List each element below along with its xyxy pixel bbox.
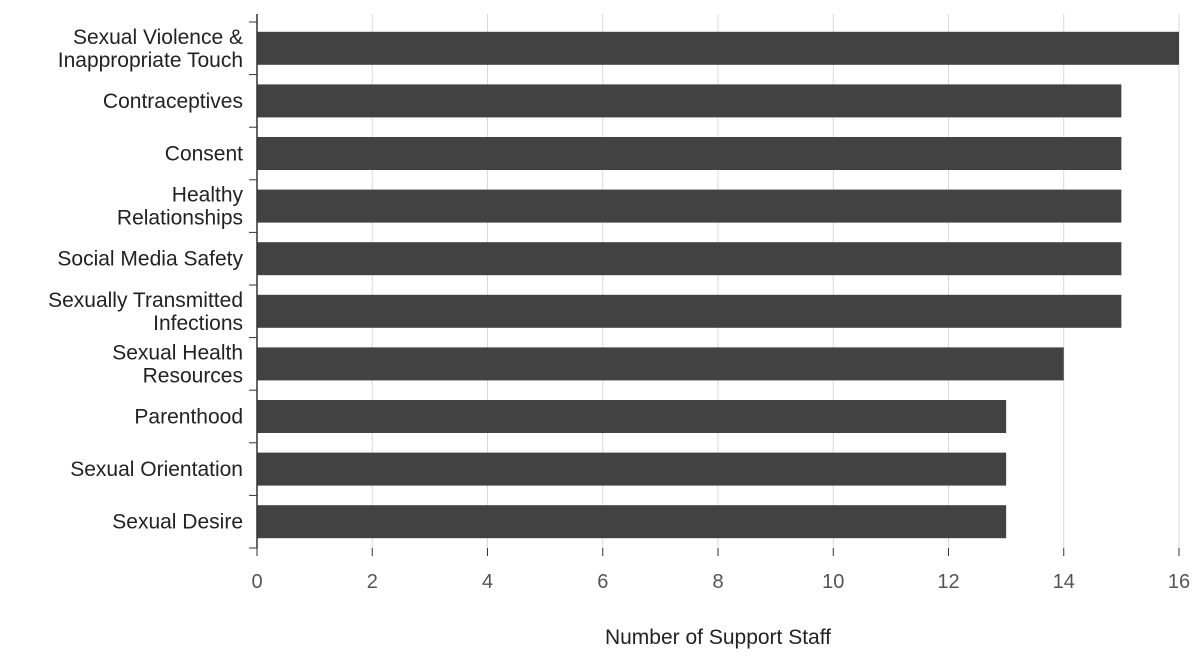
bar xyxy=(257,452,1007,486)
bar xyxy=(257,137,1122,170)
bar xyxy=(257,347,1064,381)
category-label: Parenthood xyxy=(134,406,243,429)
x-tick-label: 4 xyxy=(482,571,493,593)
axes xyxy=(249,14,1180,556)
bars xyxy=(257,31,1179,539)
bar xyxy=(257,189,1122,223)
x-tick-label: 8 xyxy=(712,571,723,593)
bar xyxy=(257,400,1007,433)
x-tick-label: 12 xyxy=(937,571,959,593)
x-tick-label: 10 xyxy=(822,571,844,593)
x-tick-label: 16 xyxy=(1168,571,1190,593)
x-tick-label: 0 xyxy=(251,571,262,593)
x-tick-label: 14 xyxy=(1053,571,1075,593)
bar xyxy=(257,84,1122,118)
category-labels: Sexual Violence & Inappropriate Touch Cont… xyxy=(48,26,243,534)
category-label: Healthy Relationships xyxy=(117,184,244,230)
x-tick-label: 6 xyxy=(597,571,608,593)
category-label: Contraceptives xyxy=(103,90,243,113)
x-tick-labels: 0 2 4 6 8 10 12 14 16 xyxy=(251,571,1190,593)
x-axis-title: Number of Support Staff xyxy=(605,626,831,649)
category-label: Social Media Safety xyxy=(57,248,243,271)
category-label: Consent xyxy=(165,143,243,166)
category-label: Sexual Orientation xyxy=(70,458,243,481)
category-label: Sexual Violence & Inappropriate Touch xyxy=(58,26,243,72)
bar xyxy=(257,505,1007,539)
bar xyxy=(257,31,1179,65)
category-label: Sexual Health Resources xyxy=(112,341,243,387)
bar xyxy=(257,242,1122,276)
bar xyxy=(257,294,1122,328)
x-tick-label: 2 xyxy=(367,571,378,593)
category-label: Sexually Transmitted Infections xyxy=(48,289,243,335)
category-label: Sexual Desire xyxy=(112,511,243,534)
